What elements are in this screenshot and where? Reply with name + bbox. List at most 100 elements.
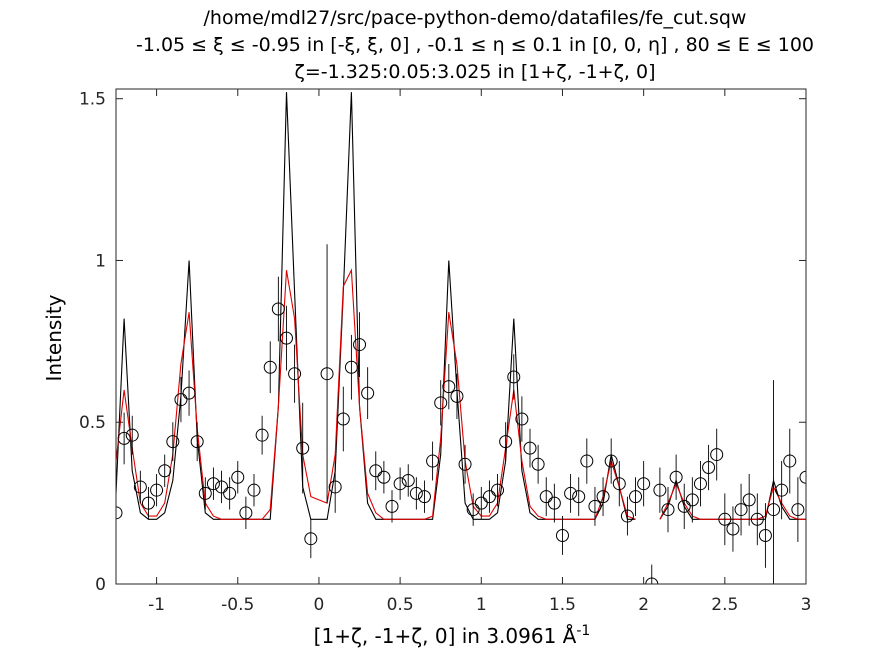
data-point bbox=[783, 454, 797, 468]
data-point bbox=[320, 367, 334, 381]
data-point bbox=[361, 386, 375, 400]
data-point bbox=[750, 512, 764, 526]
data-point bbox=[547, 496, 561, 510]
y-tick-label: 0 bbox=[95, 575, 106, 595]
data-point bbox=[791, 503, 805, 517]
y-tick-label: 1 bbox=[95, 251, 106, 271]
data-point bbox=[288, 367, 302, 381]
data-point bbox=[166, 435, 180, 449]
data-point bbox=[555, 528, 569, 542]
data-point bbox=[279, 331, 293, 345]
data-point bbox=[693, 477, 707, 491]
y-axis-label: Intensity bbox=[42, 294, 66, 381]
data-point bbox=[263, 360, 277, 374]
x-axis-label-main: [1+ζ, -1+ζ, 0] in 3.0961 Å bbox=[314, 624, 577, 648]
series-black-line bbox=[116, 92, 806, 520]
data-point bbox=[369, 464, 383, 478]
data-point bbox=[661, 503, 675, 517]
data-point bbox=[328, 480, 342, 494]
data-point bbox=[125, 428, 139, 442]
plot-area bbox=[116, 92, 806, 584]
data-point bbox=[417, 490, 431, 504]
x-tick-label: 1.5 bbox=[549, 595, 576, 615]
data-point bbox=[304, 532, 318, 546]
data-point bbox=[620, 509, 634, 523]
data-point bbox=[198, 486, 212, 500]
data-point bbox=[653, 483, 667, 497]
data-point bbox=[426, 454, 440, 468]
data-point bbox=[507, 370, 521, 384]
data-point bbox=[612, 477, 626, 491]
data-point bbox=[742, 493, 756, 507]
data-point bbox=[539, 490, 553, 504]
data-point bbox=[523, 441, 537, 455]
data-point bbox=[474, 496, 488, 510]
data-point bbox=[401, 473, 415, 487]
data-point bbox=[247, 483, 261, 497]
data-point bbox=[710, 448, 724, 462]
data-point bbox=[377, 470, 391, 484]
data-point bbox=[482, 490, 496, 504]
data-point bbox=[596, 490, 610, 504]
data-point bbox=[174, 393, 188, 407]
data-point bbox=[734, 503, 748, 517]
data-point bbox=[767, 503, 781, 517]
data-point bbox=[133, 480, 147, 494]
data-point bbox=[442, 380, 456, 394]
y-tick-label: 1.5 bbox=[79, 90, 106, 110]
title-line-1: /home/mdl27/src/pace-python-demo/datafil… bbox=[204, 7, 747, 29]
data-point bbox=[458, 457, 472, 471]
data-point bbox=[182, 386, 196, 400]
data-point bbox=[491, 483, 505, 497]
x-tick-label: 3 bbox=[801, 595, 812, 615]
data-point bbox=[677, 499, 691, 513]
data-point bbox=[637, 477, 651, 491]
chart-title: /home/mdl27/src/pace-python-demo/datafil… bbox=[136, 7, 814, 83]
data-point bbox=[775, 483, 789, 497]
data-point bbox=[116, 506, 123, 520]
data-point bbox=[564, 486, 578, 500]
x-tick-label: 0 bbox=[314, 595, 325, 615]
x-tick-label: 0.5 bbox=[387, 595, 414, 615]
data-point bbox=[239, 506, 253, 520]
data-point bbox=[344, 360, 358, 374]
data-point bbox=[296, 441, 310, 455]
axes: -1 -0.5 0 0.5 1 1.5 2 2.5 3 0 0.5 1 1.5 bbox=[79, 88, 812, 615]
data-point bbox=[450, 389, 464, 403]
data-point bbox=[669, 470, 683, 484]
x-tick-label: -0.5 bbox=[221, 595, 254, 615]
data-point bbox=[645, 577, 659, 584]
data-point bbox=[409, 486, 423, 500]
data-point bbox=[434, 396, 448, 410]
data-point bbox=[466, 503, 480, 517]
data-point bbox=[150, 483, 164, 497]
data-point bbox=[726, 522, 740, 536]
data-point bbox=[206, 477, 220, 491]
x-tick-label: 1 bbox=[476, 595, 487, 615]
data-point bbox=[271, 302, 285, 316]
data-point bbox=[190, 435, 204, 449]
data-point bbox=[718, 512, 732, 526]
data-point bbox=[702, 461, 716, 475]
data-point bbox=[515, 412, 529, 426]
x-axis-label: [1+ζ, -1+ζ, 0] in 3.0961 Å-1 bbox=[314, 623, 591, 648]
data-point bbox=[215, 480, 229, 494]
data-point bbox=[385, 499, 399, 513]
data-point bbox=[117, 431, 131, 445]
data-point bbox=[572, 490, 586, 504]
data-point bbox=[353, 338, 367, 352]
x-tick-label: -1 bbox=[148, 595, 165, 615]
data-point bbox=[255, 428, 269, 442]
data-point bbox=[223, 486, 237, 500]
data-point bbox=[531, 457, 545, 471]
series-group bbox=[116, 92, 806, 584]
data-point bbox=[231, 470, 245, 484]
x-tick-label: 2.5 bbox=[711, 595, 738, 615]
data-point bbox=[685, 493, 699, 507]
data-point bbox=[588, 499, 602, 513]
data-point bbox=[158, 464, 172, 478]
data-point bbox=[629, 490, 643, 504]
data-point bbox=[758, 528, 772, 542]
title-line-2: -1.05 ≤ ξ ≤ -0.95 in [-ξ, ξ, 0] , -0.1 ≤… bbox=[136, 34, 814, 56]
